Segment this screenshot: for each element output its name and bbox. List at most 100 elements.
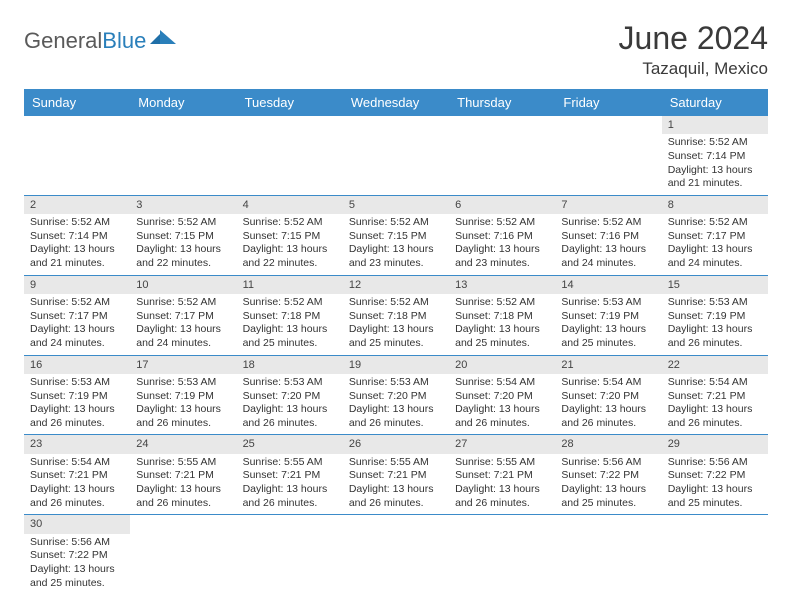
daylight-text: and 26 minutes. xyxy=(349,417,443,431)
calendar-row: 9Sunrise: 5:52 AMSunset: 7:17 PMDaylight… xyxy=(24,276,768,356)
daylight-text: Daylight: 13 hours xyxy=(349,483,443,497)
sunrise-text: Sunrise: 5:56 AM xyxy=(30,536,124,550)
sunset-text: Sunset: 7:22 PM xyxy=(561,469,655,483)
weekday-header: Wednesday xyxy=(343,89,449,116)
sunrise-text: Sunrise: 5:52 AM xyxy=(30,296,124,310)
daylight-text: and 23 minutes. xyxy=(455,257,549,271)
day-number: 15 xyxy=(662,276,768,294)
sunrise-text: Sunrise: 5:55 AM xyxy=(455,456,549,470)
calendar-cell xyxy=(130,116,236,195)
sunrise-text: Sunrise: 5:54 AM xyxy=(455,376,549,390)
daylight-text: Daylight: 13 hours xyxy=(455,323,549,337)
sunrise-text: Sunrise: 5:56 AM xyxy=(561,456,655,470)
daylight-text: Daylight: 13 hours xyxy=(136,483,230,497)
weekday-header: Monday xyxy=(130,89,236,116)
calendar-cell: 5Sunrise: 5:52 AMSunset: 7:15 PMDaylight… xyxy=(343,196,449,275)
daylight-text: and 26 minutes. xyxy=(668,337,762,351)
sunset-text: Sunset: 7:17 PM xyxy=(136,310,230,324)
daylight-text: Daylight: 13 hours xyxy=(561,403,655,417)
sunset-text: Sunset: 7:21 PM xyxy=(668,390,762,404)
daylight-text: and 21 minutes. xyxy=(668,177,762,191)
calendar-cell: 28Sunrise: 5:56 AMSunset: 7:22 PMDayligh… xyxy=(555,435,661,514)
daylight-text: and 26 minutes. xyxy=(668,417,762,431)
daylight-text: and 22 minutes. xyxy=(243,257,337,271)
daylight-text: and 24 minutes. xyxy=(30,337,124,351)
day-number: 26 xyxy=(343,435,449,453)
day-number: 3 xyxy=(130,196,236,214)
header: GeneralBlue June 2024 Tazaquil, Mexico xyxy=(24,20,768,79)
sunrise-text: Sunrise: 5:52 AM xyxy=(30,216,124,230)
sunset-text: Sunset: 7:15 PM xyxy=(243,230,337,244)
daylight-text: Daylight: 13 hours xyxy=(668,323,762,337)
sunset-text: Sunset: 7:21 PM xyxy=(455,469,549,483)
daylight-text: and 26 minutes. xyxy=(455,417,549,431)
weekday-header: Friday xyxy=(555,89,661,116)
calendar-body: 1 Sunrise: 5:52 AM Sunset: 7:14 PM Daylight… xyxy=(24,116,768,594)
calendar-cell: 29Sunrise: 5:56 AMSunset: 7:22 PMDayligh… xyxy=(662,435,768,514)
calendar-cell xyxy=(449,116,555,195)
daylight-text: Daylight: 13 hours xyxy=(561,483,655,497)
calendar-cell: 9Sunrise: 5:52 AMSunset: 7:17 PMDaylight… xyxy=(24,276,130,355)
weekday-header: Tuesday xyxy=(237,89,343,116)
daylight-text: Daylight: 13 hours xyxy=(668,403,762,417)
day-number: 4 xyxy=(237,196,343,214)
daylight-text: Daylight: 13 hours xyxy=(136,323,230,337)
calendar-cell: 10Sunrise: 5:52 AMSunset: 7:17 PMDayligh… xyxy=(130,276,236,355)
calendar-row: 30Sunrise: 5:56 AMSunset: 7:22 PMDayligh… xyxy=(24,515,768,594)
daylight-text: Daylight: 13 hours xyxy=(668,243,762,257)
month-title: June 2024 xyxy=(619,20,768,57)
calendar-cell: 7Sunrise: 5:52 AMSunset: 7:16 PMDaylight… xyxy=(555,196,661,275)
calendar-cell: 14Sunrise: 5:53 AMSunset: 7:19 PMDayligh… xyxy=(555,276,661,355)
daylight-text: Daylight: 13 hours xyxy=(349,403,443,417)
sunrise-text: Sunrise: 5:53 AM xyxy=(243,376,337,390)
daylight-text: and 24 minutes. xyxy=(136,337,230,351)
sunset-text: Sunset: 7:21 PM xyxy=(136,469,230,483)
calendar-row: 23Sunrise: 5:54 AMSunset: 7:21 PMDayligh… xyxy=(24,435,768,515)
sunrise-text: Sunrise: 5:52 AM xyxy=(668,216,762,230)
sunrise-text: Sunrise: 5:52 AM xyxy=(349,296,443,310)
location: Tazaquil, Mexico xyxy=(619,59,768,79)
day-number: 2 xyxy=(24,196,130,214)
day-number: 23 xyxy=(24,435,130,453)
daylight-text: and 25 minutes. xyxy=(455,337,549,351)
daylight-text: and 24 minutes. xyxy=(561,257,655,271)
sunset-text: Sunset: 7:19 PM xyxy=(561,310,655,324)
day-number: 21 xyxy=(555,356,661,374)
flag-icon xyxy=(150,30,176,53)
day-number: 1 xyxy=(662,116,768,134)
day-number: 30 xyxy=(24,515,130,533)
day-number: 27 xyxy=(449,435,555,453)
sunset-text: Sunset: 7:19 PM xyxy=(30,390,124,404)
calendar-cell: 11Sunrise: 5:52 AMSunset: 7:18 PMDayligh… xyxy=(237,276,343,355)
daylight-text: Daylight: 13 hours xyxy=(30,483,124,497)
sunrise-text: Sunrise: 5:53 AM xyxy=(136,376,230,390)
calendar-cell xyxy=(237,116,343,195)
sunset-text: Sunset: 7:20 PM xyxy=(455,390,549,404)
day-number: 25 xyxy=(237,435,343,453)
daylight-text: Daylight: 13 hours xyxy=(561,323,655,337)
sunrise-text: Sunrise: 5:54 AM xyxy=(30,456,124,470)
title-block: June 2024 Tazaquil, Mexico xyxy=(619,20,768,79)
daylight-text: and 26 minutes. xyxy=(136,497,230,511)
calendar-row: 2Sunrise: 5:52 AMSunset: 7:14 PMDaylight… xyxy=(24,196,768,276)
sunrise-text: Sunrise: 5:55 AM xyxy=(243,456,337,470)
calendar-cell: 12Sunrise: 5:52 AMSunset: 7:18 PMDayligh… xyxy=(343,276,449,355)
daylight-text: Daylight: 13 hours xyxy=(243,243,337,257)
weekday-header: Sunday xyxy=(24,89,130,116)
sunrise-text: Sunrise: 5:54 AM xyxy=(668,376,762,390)
daylight-text: Daylight: 13 hours xyxy=(561,243,655,257)
daylight-text: Daylight: 13 hours xyxy=(136,243,230,257)
daylight-text: and 26 minutes. xyxy=(243,497,337,511)
daylight-text: and 25 minutes. xyxy=(349,337,443,351)
daylight-text: and 26 minutes. xyxy=(243,417,337,431)
daylight-text: and 25 minutes. xyxy=(243,337,337,351)
sunset-text: Sunset: 7:20 PM xyxy=(561,390,655,404)
day-number: 14 xyxy=(555,276,661,294)
sunset-text: Sunset: 7:16 PM xyxy=(561,230,655,244)
calendar-cell xyxy=(555,116,661,195)
daylight-text: and 25 minutes. xyxy=(668,497,762,511)
sunset-text: Sunset: 7:14 PM xyxy=(668,150,762,164)
day-number: 17 xyxy=(130,356,236,374)
daylight-text: and 25 minutes. xyxy=(30,577,124,591)
day-number: 13 xyxy=(449,276,555,294)
